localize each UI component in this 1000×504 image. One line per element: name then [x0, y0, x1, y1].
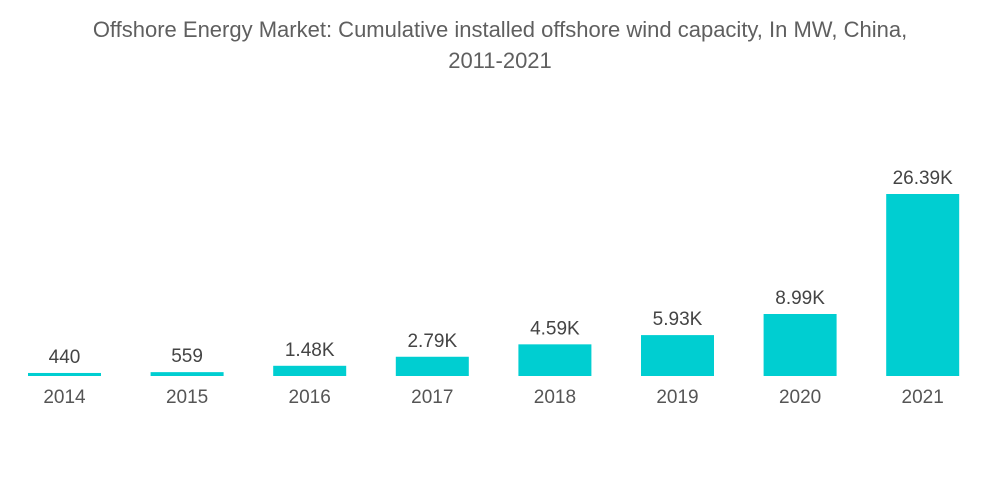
bar-2017 — [395, 356, 469, 376]
x-tick-2018: 2018 — [534, 387, 576, 408]
data-label-2018: 4.59K — [530, 318, 580, 339]
data-label-2015: 559 — [171, 346, 203, 367]
x-tick-2021: 2021 — [902, 387, 944, 408]
data-label-2020: 8.99K — [775, 288, 825, 309]
chart-title-line-2: 2011-2021 — [448, 48, 552, 73]
bar-2015 — [150, 372, 224, 376]
bar-2019 — [641, 335, 714, 376]
data-label-2019: 5.93K — [653, 309, 703, 330]
bar-2018 — [518, 344, 592, 376]
bar-2021 — [886, 194, 960, 376]
bar-2014 — [28, 372, 101, 376]
x-tick-2014: 2014 — [43, 387, 86, 408]
x-tick-2020: 2020 — [779, 387, 821, 408]
x-tick-2017: 2017 — [411, 387, 453, 408]
x-tick-2019: 2019 — [656, 387, 698, 408]
chart-title: Offshore Energy Market: Cumulative insta… — [0, 14, 1000, 76]
bar-2016 — [273, 365, 347, 376]
x-tick-2016: 2016 — [289, 387, 331, 408]
data-label-2016: 1.48K — [285, 340, 335, 361]
data-label-2021: 26.39K — [893, 168, 954, 189]
chart-title-line-1: Offshore Energy Market: Cumulative insta… — [92, 17, 908, 42]
bar-2020 — [763, 314, 837, 376]
x-tick-2015: 2015 — [166, 387, 208, 408]
data-label-2017: 2.79K — [407, 331, 457, 352]
data-label-2014: 440 — [49, 347, 81, 368]
